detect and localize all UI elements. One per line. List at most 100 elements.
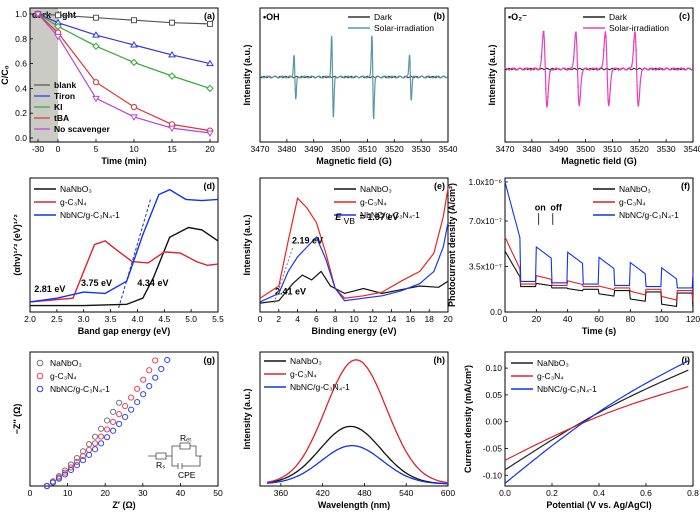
x-tick-label: 0.8: [687, 488, 699, 498]
spectrum-marker: [549, 70, 552, 73]
data-point: [73, 462, 81, 469]
legend-entry: g-C₃N₄: [619, 197, 646, 207]
x-tick-label: 5.5: [212, 314, 224, 324]
y-tick-label: 0.4: [15, 83, 27, 93]
x-tick-label: 360: [274, 488, 288, 498]
series-line: [259, 270, 449, 304]
data-point: [152, 357, 159, 364]
x-tick-label: -30: [32, 144, 45, 154]
spectrum-marker: [667, 67, 670, 70]
x-tick-label: 3540: [684, 144, 700, 154]
data-point: [61, 467, 69, 474]
x-tick-label: 3540: [439, 144, 458, 154]
x-axis-label: Potential (V vs. Ag/AgCl): [546, 500, 651, 510]
data-point: [61, 469, 69, 476]
data-point: [103, 434, 111, 441]
data-point: [43, 482, 51, 490]
x-axis-label: Time (min): [101, 156, 146, 166]
spectrum-marker: [641, 68, 644, 71]
data-point: [97, 440, 105, 447]
panel-b: 3470 3480 3490 3500 3510 3520 3530 3540 Magnetic…: [242, 7, 458, 166]
legend-entry: Solar-irradiation: [374, 23, 434, 33]
spectrum-marker: [570, 66, 573, 69]
data-point: [131, 17, 137, 24]
y-tick-label: 0.2: [15, 108, 27, 118]
evb-value: = 1.97 eV: [360, 212, 399, 222]
series-line: [29, 240, 219, 303]
series-line: [266, 425, 448, 485]
spectrum-marker: [581, 72, 584, 75]
data-point: [92, 31, 100, 38]
panel-e: 0 2 4 6 8 10 12 14 16 18 20 Binding energy (eV) Inte…: [242, 177, 453, 336]
spectrum-marker: [624, 68, 627, 71]
vb-annotation: 2.41 eV: [275, 287, 306, 297]
data-point: [92, 95, 100, 103]
x-tick-label: 3510: [603, 144, 622, 154]
spectrum-marker: [611, 70, 614, 72]
vb-annotation: 2.19 eV: [292, 235, 323, 245]
spectrum-marker: [555, 67, 558, 70]
legend-entry: g-C₃N₄: [537, 371, 564, 381]
x-axis-label: Time (s): [582, 326, 616, 336]
data-point: [67, 466, 75, 474]
circuit-label: CPE: [178, 470, 196, 480]
spectrum-marker: [637, 104, 640, 107]
legend-entry: Tiron: [54, 91, 75, 101]
x-axis-label: Magnetic field (G): [316, 156, 392, 166]
radical-label: •OH: [263, 12, 280, 22]
spectrum-marker: [645, 68, 648, 71]
data-point: [152, 374, 159, 381]
x-tick-label: 2.5: [51, 314, 63, 324]
y-tick-label: -0.10: [483, 470, 503, 480]
data-point: [85, 441, 93, 448]
x-tick-label: 40: [176, 488, 186, 498]
data-point: [67, 464, 75, 471]
x-tick-label: 60: [594, 314, 604, 324]
panel-d: 2.0 2.5 3.0 3.5 4.0 4.5 5.0 5.5 Band gap energy …: [12, 177, 224, 336]
data-point: [168, 125, 176, 133]
x-tick-label: 14: [387, 314, 397, 324]
spectrum-marker: [648, 68, 650, 71]
data-point: [146, 367, 153, 374]
legend-entry: NbNC/g-C₃N₄-1: [619, 210, 679, 220]
spectrum-marker: [521, 68, 524, 71]
spectrum-marker: [658, 67, 661, 70]
data-point: [73, 455, 81, 462]
legend-marker: [36, 372, 44, 380]
y-axis-label: Intensity (a.u.): [242, 214, 252, 275]
spectrum-marker: [562, 67, 564, 70]
spectrum-marker: [691, 68, 693, 71]
data-point: [109, 408, 117, 415]
x-tick-label: 10: [129, 144, 139, 154]
spectrum-marker: [665, 67, 668, 70]
y-axis-label: Intensity (a.u.): [242, 388, 252, 449]
legend-entry: Dark: [609, 12, 628, 22]
data-point: [206, 59, 214, 67]
y-tick-label: 0.8: [15, 34, 27, 44]
data-point: [79, 457, 87, 464]
spectrum-marker: [572, 56, 575, 59]
panel-i: 0.0 0.2 0.4 0.6 0.8 Potential (V vs. Ag/AgCl)…: [463, 351, 699, 510]
legend-entry: g-C₃N₄: [360, 197, 387, 207]
spectrum-marker: [527, 67, 530, 70]
spectrum-marker: [538, 68, 541, 70]
spectrum-marker: [579, 96, 582, 98]
x-tick-label: 3490: [549, 144, 568, 154]
legend-marker: [36, 385, 44, 393]
spectrum-marker: [566, 68, 569, 71]
data-point: [164, 356, 171, 364]
x-tick-label: 15: [167, 144, 177, 154]
data-point: [55, 475, 63, 482]
panel-label: (f): [681, 181, 690, 191]
data-point: [54, 22, 62, 31]
x-tick-label: 3500: [576, 144, 595, 154]
x-tick-label: 0.2: [546, 488, 558, 498]
data-point: [134, 398, 141, 406]
x-tick-label: 4.0: [132, 314, 144, 324]
data-point: [169, 19, 175, 26]
x-tick-label: 0: [28, 488, 33, 498]
x-tick-label: 20: [532, 314, 542, 324]
y-tick-label: 1.0x10⁻⁶: [468, 177, 502, 187]
series-line: [37, 13, 211, 134]
spectrum-marker: [542, 30, 545, 33]
